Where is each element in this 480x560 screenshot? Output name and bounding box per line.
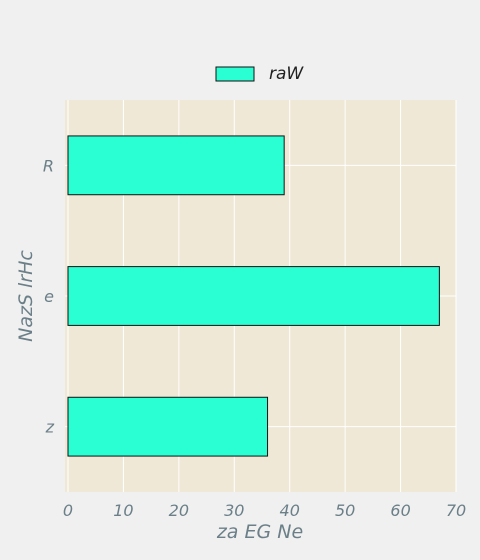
x-tick-label: 60: [390, 501, 410, 520]
bars: [67, 135, 440, 457]
x-axis-label: za EG Ne: [216, 521, 303, 543]
y-axis-label: NazS lrHc: [15, 250, 37, 342]
x-tick-label: 70: [446, 501, 466, 520]
bar-R: [67, 135, 285, 196]
x-tick-label: 40: [280, 501, 300, 520]
legend-swatch-raw: [215, 66, 255, 82]
legend: raW: [215, 64, 304, 84]
bar-z: [67, 396, 269, 457]
y-tick-label: e: [44, 287, 54, 306]
x-tick-label: 10: [113, 501, 133, 520]
x-tick-label: 30: [224, 501, 244, 520]
x-tick-label: 50: [335, 501, 355, 520]
x-tick-label: 20: [169, 501, 189, 520]
x-tick-labels: 0 10 20 30 40 50 60 70: [63, 501, 466, 520]
y-tick-label: z: [45, 418, 55, 437]
x-tick-label: 0: [63, 501, 73, 520]
y-tick-labels: Re z: [43, 156, 55, 436]
y-tick-label: R: [43, 156, 54, 175]
legend-entry-raw: raW: [269, 64, 304, 84]
bar-e: [67, 266, 440, 326]
